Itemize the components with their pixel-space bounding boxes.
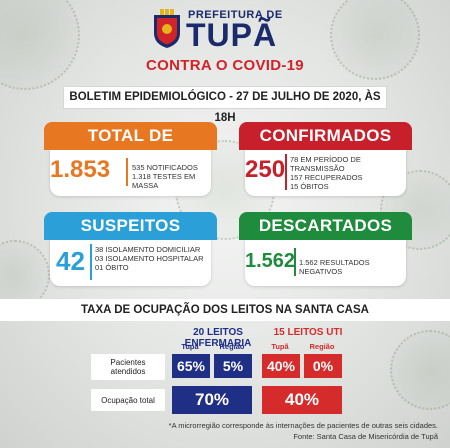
discarded-number: 1.562 <box>245 250 296 272</box>
uti-regiao-subheader: Região <box>309 342 335 351</box>
discarded-details: 1.562 RESULTADOS NEGATIVOS <box>299 258 409 276</box>
enf-total-cell: 70% <box>172 386 252 414</box>
enf-tupa-cell: 65% <box>172 354 210 378</box>
discarded-card-title: DESCARTADOS <box>239 212 412 240</box>
testing-separator <box>126 158 128 186</box>
testing-line: 1.318 TESTES EM MASSA <box>132 172 196 190</box>
suspects-separator <box>90 244 92 280</box>
occupancy-title: TAXA DE OCUPAÇÃO DOS LEITOS NA SANTA CAS… <box>0 299 450 321</box>
suspects-line: 01 ÓBITO <box>95 263 129 272</box>
confirmed-line: 15 ÓBITOS <box>290 182 329 191</box>
uti-regiao-cell: 0% <box>304 354 342 378</box>
suspects-card: SUSPEITOS 42 38 ISOLAMENTO DOMICILIAR 03… <box>44 212 217 286</box>
discarded-line: 1.562 RESULTADOS NEGATIVOS <box>299 258 370 276</box>
header: PREFEITURA DE TUPÃ CONTRA O COVID-19 <box>0 0 450 82</box>
uti-tupa-subheader: Tupã <box>271 342 289 351</box>
testing-line: 535 NOTIFICADOS <box>132 163 198 172</box>
confirmed-details: 78 EM PERÍODO DE TRANSMISSÃO 157 RECUPER… <box>290 155 408 191</box>
suspects-line: 03 ISOLAMENTO HOSPITALAR <box>95 254 204 263</box>
virus-decoration <box>0 0 80 90</box>
testing-details: 535 NOTIFICADOS 1.318 TESTES EM MASSA <box>132 163 212 190</box>
source-note: Fonte: Santa Casa de Misericórdia de Tup… <box>293 432 438 441</box>
confirmed-card-title: CONFIRMADOS <box>239 122 412 150</box>
suspects-number: 42 <box>56 246 85 276</box>
enfermaria-header: 20 LEITOS ENFERMARIA <box>184 327 252 349</box>
prefeitura-label: PREFEITURA DE <box>188 9 283 21</box>
bulletin-title: BOLETIM EPIDEMIOLÓGICO - 27 DE JULHO DE … <box>63 86 387 124</box>
virus-decoration <box>330 0 420 80</box>
uti-header: 15 LEITOS UTI <box>273 327 343 338</box>
confirmed-card: CONFIRMADOS 250 78 EM PERÍODO DE TRANSMI… <box>239 122 412 196</box>
confirmed-number: 250 <box>245 156 286 183</box>
city-crest-icon <box>154 9 180 48</box>
occupancy-row-label: Ocupação total <box>91 389 165 411</box>
enf-regiao-subheader: Região <box>219 342 245 351</box>
testing-card-title: TOTAL DE TESTAGEM <box>44 122 217 173</box>
city-name: TUPÃ <box>186 17 278 53</box>
uti-tupa-cell: 40% <box>262 354 300 378</box>
discarded-card: DESCARTADOS 1.562 1.562 RESULTADOS NEGAT… <box>239 212 412 286</box>
suspects-line: 38 ISOLAMENTO DOMICILIAR <box>95 245 201 254</box>
discarded-separator <box>294 248 296 276</box>
footnote: *A microrregião corresponde às internaçõ… <box>168 421 438 430</box>
suspects-card-title: SUSPEITOS <box>44 212 217 240</box>
campaign-title: CONTRA O COVID-19 <box>146 57 304 74</box>
testing-total-number: 1.853 <box>50 156 111 183</box>
suspects-details: 38 ISOLAMENTO DOMICILIAR 03 ISOLAMENTO H… <box>95 245 213 272</box>
uti-total-cell: 40% <box>262 386 342 414</box>
confirmed-line: 157 RECUPERADOS <box>290 173 363 182</box>
confirmed-separator <box>285 154 287 190</box>
enf-tupa-subheader: Tupã <box>181 342 199 351</box>
virus-decoration <box>390 330 450 410</box>
enf-regiao-cell: 5% <box>214 354 252 378</box>
testing-card: TOTAL DE TESTAGEM 1.853 535 NOTIFICADOS … <box>44 122 217 196</box>
confirmed-line: 78 EM PERÍODO DE TRANSMISSÃO <box>290 155 361 173</box>
patients-row-label: Pacientes atendidos <box>91 354 165 380</box>
